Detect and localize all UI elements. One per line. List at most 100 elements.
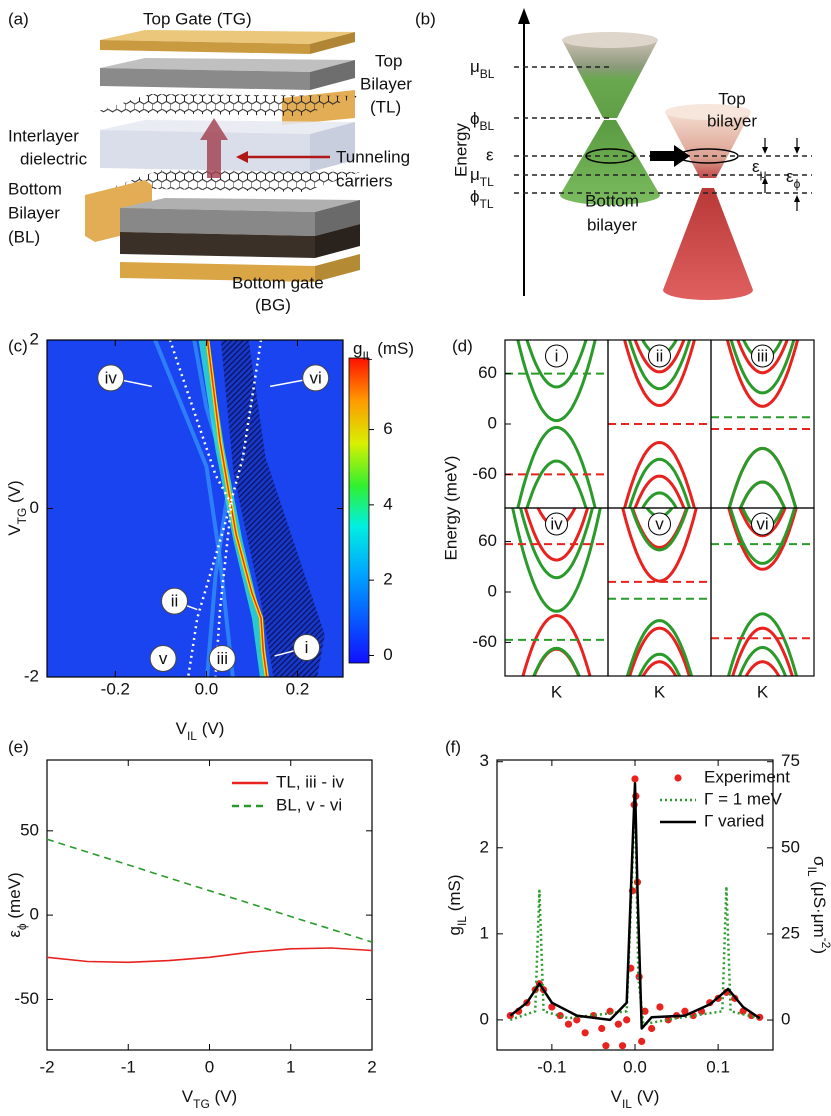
colorbar — [348, 357, 370, 664]
band — [628, 626, 691, 676]
data-point — [631, 775, 639, 783]
band — [627, 457, 692, 508]
label-part: IL — [187, 729, 197, 743]
label-part: V — [5, 524, 24, 536]
dielectric-front — [100, 130, 310, 172]
label-part: TG — [15, 508, 29, 525]
band — [521, 613, 592, 676]
y-tick-label: -2 — [24, 666, 39, 685]
subplot-label: iv — [550, 514, 563, 533]
band — [532, 647, 581, 676]
subplot-badge — [648, 512, 671, 536]
y-tick-label: 0 — [30, 498, 39, 517]
data-point — [681, 1007, 689, 1015]
band — [623, 440, 696, 508]
band — [725, 340, 800, 408]
bottom-gate-front — [120, 262, 315, 282]
label: Bottom — [8, 179, 62, 198]
band — [516, 425, 597, 508]
x-tick-label: 0.1 — [706, 1057, 730, 1076]
data-point — [614, 1020, 622, 1028]
subplot-badge — [648, 344, 671, 368]
label-part: μ — [760, 167, 767, 181]
subplot-badge — [545, 344, 568, 368]
top-gate-front — [100, 40, 310, 54]
graphene-top — [95, 94, 360, 116]
label: bilayer — [707, 111, 757, 130]
annotation-badge — [302, 364, 330, 392]
label-part: ϕ — [470, 109, 480, 128]
annotation: i — [305, 638, 309, 657]
label: ε — [486, 145, 494, 164]
band — [625, 619, 694, 676]
panel-label: (b) — [415, 9, 436, 28]
colorbar-tick-label: 4 — [383, 494, 392, 513]
label-part: TL — [480, 175, 494, 189]
panel-label: (f) — [445, 737, 461, 756]
dark-slab — [120, 232, 315, 258]
label-part: g — [353, 339, 362, 358]
band — [637, 652, 682, 676]
label: ϕBL — [470, 109, 495, 133]
x-tick-label: -0.2 — [101, 679, 130, 698]
band — [627, 340, 692, 391]
top-cone-lower — [663, 188, 753, 300]
legend-marker — [674, 774, 682, 782]
label-part: (μS·μm — [810, 877, 829, 938]
plot-frame — [710, 507, 815, 677]
data-point — [548, 1003, 556, 1011]
band-structure — [516, 340, 597, 508]
label: ϕTL — [470, 187, 494, 211]
top-gate-top — [100, 30, 355, 44]
data-point — [564, 1020, 573, 1028]
y-axis-label: εϕ (meV) — [5, 872, 29, 937]
band — [727, 446, 798, 508]
tunnel-arrow — [200, 118, 228, 178]
label-part: (V) — [5, 480, 24, 507]
guide-line — [168, 340, 233, 677]
pointer-head — [236, 151, 248, 163]
bottom-cone-rim — [562, 32, 658, 48]
offset-arrow-head — [762, 177, 768, 184]
y-tick-label: 75 — [781, 751, 800, 770]
label: εϕ — [786, 167, 801, 191]
band — [729, 340, 796, 395]
data-point — [656, 1003, 664, 1011]
label-part: ε — [752, 157, 760, 176]
label-part: -2 — [819, 938, 831, 949]
label: dielectric — [20, 149, 88, 168]
band — [728, 508, 797, 565]
colorbar-tick-label: 6 — [383, 419, 392, 438]
band — [744, 660, 781, 676]
heatmap-peak — [206, 340, 268, 677]
band — [731, 626, 794, 676]
x-tick-label: -2 — [39, 1057, 54, 1076]
band — [726, 612, 799, 676]
gray-slab2-top — [120, 198, 360, 212]
x-tick-label: 0 — [205, 1057, 214, 1076]
band — [623, 340, 696, 408]
label: bilayer — [587, 215, 637, 234]
y-tick-label: 2 — [480, 837, 489, 856]
y-tick-label: 0 — [488, 581, 497, 600]
band — [736, 340, 789, 375]
label-part: μ — [470, 57, 480, 76]
label: Bilayer — [360, 74, 412, 93]
annotation: iv — [105, 368, 118, 387]
y-tick-label: 0 — [30, 905, 39, 924]
label: Top Gate (TG) — [143, 9, 252, 28]
heatmap-image — [47, 340, 343, 677]
subplot-badge — [545, 512, 568, 536]
label: Bilayer — [8, 203, 60, 222]
band — [630, 508, 689, 552]
x-tick-label: K — [757, 682, 769, 701]
panel-label: (a) — [8, 9, 29, 28]
label: (BG) — [255, 295, 291, 314]
annotation-badge — [161, 587, 189, 615]
label-part: (V) — [632, 1087, 659, 1106]
epsilon-ring — [585, 148, 635, 164]
label-part: (V) — [210, 1087, 237, 1106]
band — [505, 682, 608, 825]
x-tick-label: K — [654, 682, 666, 701]
band — [525, 340, 588, 389]
